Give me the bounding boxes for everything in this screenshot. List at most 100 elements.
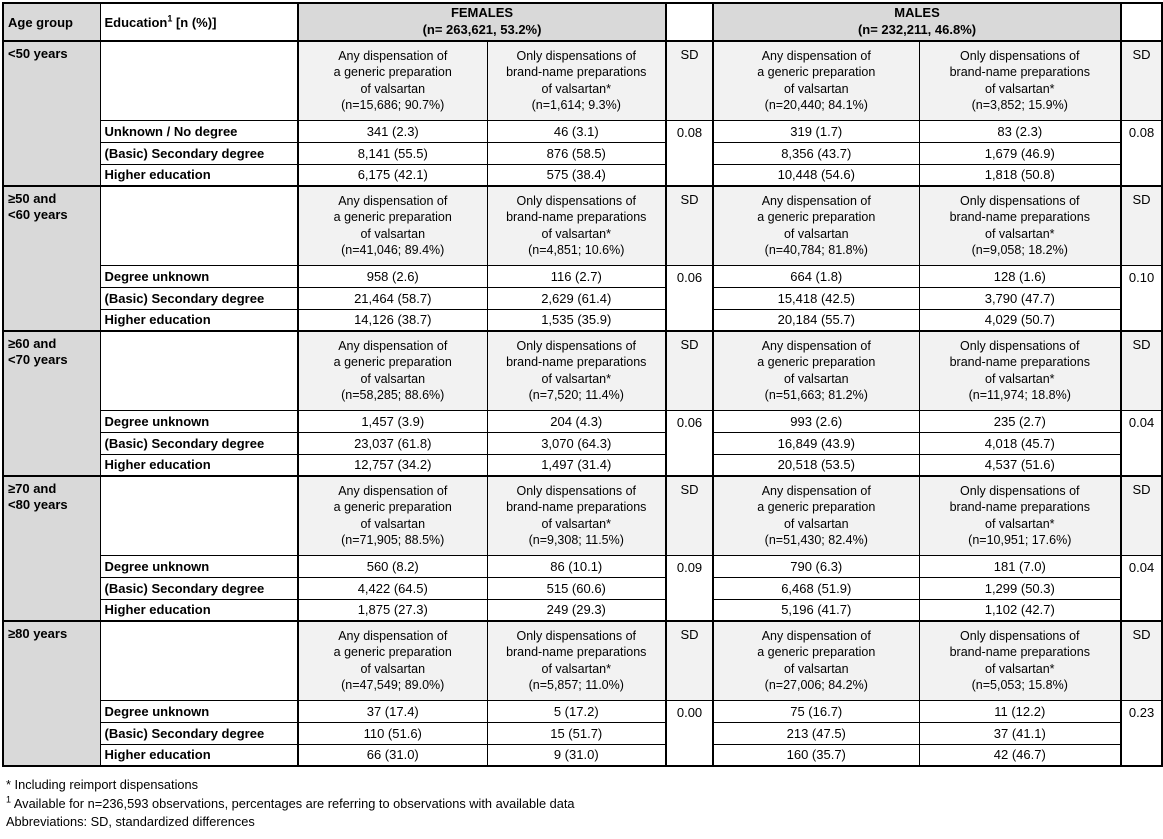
value-male-brand: 1,679 (46.9): [918, 141, 1122, 165]
table-row: Degree unknown 958 (2.6) 116 (2.7) 0.06 …: [3, 264, 1163, 332]
table-row: (Basic) Secondary degree 110 (51.6) 15 (…: [3, 721, 1162, 745]
subheader-male-generic: Any dispensation of a generic preparation…: [712, 475, 920, 556]
subheader-sd-male: SD: [1120, 620, 1163, 701]
value-male-generic: 6,468 (51.9): [712, 576, 920, 600]
header-sd-spacer-males: [1120, 2, 1163, 42]
subheader-female-brand: Only dispensations of brand-name preparat…: [486, 185, 667, 266]
value-female-generic: 341 (2.3): [297, 119, 488, 143]
value-female-brand: 5 (17.2): [486, 699, 667, 723]
header-age-group: Age group: [2, 2, 101, 42]
subheader-female-brand: Only dispensations of brand-name preparat…: [486, 330, 667, 411]
value-female-generic: 14,126 (38.7): [297, 308, 488, 332]
value-female-brand: 2,629 (61.4): [486, 286, 667, 310]
value-male-brand: 1,299 (50.3): [918, 576, 1122, 600]
value-female-generic: 4,422 (64.5): [297, 576, 488, 600]
value-male-brand: 1,102 (42.7): [918, 598, 1122, 622]
subheader-male-brand: Only dispensations of brand-name preparat…: [918, 185, 1122, 266]
subheader-sd-male: SD: [1120, 330, 1163, 411]
value-male-generic: 664 (1.8): [712, 264, 920, 288]
value-male-generic: 993 (2.6): [712, 409, 920, 433]
subheader-row: ≥70 and <80 years Any dispensation of a ge…: [2, 475, 1163, 622]
value-female-generic: 23,037 (61.8): [297, 431, 488, 455]
sd-value-female: 0.06: [665, 409, 714, 477]
table-row: Higher education 6,175 (42.1) 575 (38.4)…: [3, 163, 1162, 187]
value-female-generic: 66 (31.0): [297, 743, 488, 767]
age-group-cell: ≥60 and <70 years: [2, 330, 101, 477]
sd-value-male: 0.08: [1120, 119, 1163, 187]
subheader-male-generic: Any dispensation of a generic preparation…: [712, 620, 920, 701]
subheader-sd-female: SD: [665, 330, 714, 411]
footnote-availability: 1 Available for n=236,593 observations, …: [6, 794, 575, 811]
table-row: (Basic) Secondary degree 21,464 (58.7) 2…: [3, 286, 1162, 310]
subheader-female-generic: Any dispensation of a generic preparation…: [297, 620, 488, 701]
value-male-brand: 181 (7.0): [918, 554, 1122, 578]
value-female-generic: 958 (2.6): [297, 264, 488, 288]
subheader-female-generic: Any dispensation of a generic preparation…: [297, 40, 488, 121]
subheader-male-brand: Only dispensations of brand-name preparat…: [918, 475, 1122, 556]
education-cell: [99, 330, 299, 411]
education-cell: Higher education: [99, 163, 299, 187]
value-female-generic: 560 (8.2): [297, 554, 488, 578]
subheader-sd-female: SD: [665, 185, 714, 266]
table-row: (Basic) Secondary degree 4,422 (64.5) 51…: [3, 576, 1162, 600]
education-cell: Degree unknown: [99, 264, 299, 288]
header-males: MALES (n= 232,211, 46.8%): [712, 2, 1122, 42]
value-male-generic: 160 (35.7): [712, 743, 920, 767]
subheader-male-brand: Only dispensations of brand-name preparat…: [918, 620, 1122, 701]
education-cell: Higher education: [99, 743, 299, 767]
value-female-generic: 1,457 (3.9): [297, 409, 488, 433]
subheader-sd-male: SD: [1120, 475, 1163, 556]
value-female-generic: 8,141 (55.5): [297, 141, 488, 165]
value-male-brand: 83 (2.3): [918, 119, 1122, 143]
value-male-brand: 235 (2.7): [918, 409, 1122, 433]
value-male-generic: 5,196 (41.7): [712, 598, 920, 622]
value-male-generic: 319 (1.7): [712, 119, 920, 143]
sd-value-female: 0.00: [665, 699, 714, 767]
education-cell: Higher education: [99, 308, 299, 332]
footnote-marker-1: 1: [6, 794, 12, 805]
table-row: Unknown / No degree 341 (2.3) 46 (3.1) 0…: [3, 119, 1163, 187]
value-male-generic: 20,184 (55.7): [712, 308, 920, 332]
value-female-generic: 37 (17.4): [297, 699, 488, 723]
subheader-sd-male: SD: [1120, 40, 1163, 121]
subheader-sd-female: SD: [665, 620, 714, 701]
subheader-female-generic: Any dispensation of a generic preparation…: [297, 475, 488, 556]
table-row: Degree unknown 37 (17.4) 5 (17.2) 0.00 7…: [3, 699, 1163, 767]
sd-value-male: 0.04: [1120, 409, 1163, 477]
value-female-brand: 249 (29.3): [486, 598, 667, 622]
subheader-female-brand: Only dispensations of brand-name preparat…: [486, 475, 667, 556]
age-group-cell: ≥50 and <60 years: [2, 185, 101, 332]
subheader-male-generic: Any dispensation of a generic preparation…: [712, 185, 920, 266]
subheader-male-brand: Only dispensations of brand-name preparat…: [918, 40, 1122, 121]
education-cell: (Basic) Secondary degree: [99, 286, 299, 310]
value-female-brand: 876 (58.5): [486, 141, 667, 165]
header-education-suffix: [n (%)]: [172, 14, 217, 30]
value-male-generic: 790 (6.3): [712, 554, 920, 578]
header-females: FEMALES (n= 263,621, 53.2%): [296, 2, 667, 42]
value-male-generic: 75 (16.7): [712, 699, 920, 723]
subheader-female-generic: Any dispensation of a generic preparation…: [297, 185, 488, 266]
sd-value-female: 0.08: [665, 119, 714, 187]
value-male-brand: 128 (1.6): [918, 264, 1122, 288]
education-cell: Degree unknown: [99, 409, 299, 433]
education-cell: (Basic) Secondary degree: [99, 141, 299, 165]
subheader-sd-female: SD: [665, 40, 714, 121]
table-row: Higher education 66 (31.0) 9 (31.0) 160 …: [3, 743, 1162, 767]
value-male-generic: 213 (47.5): [712, 721, 920, 745]
subheader-male-generic: Any dispensation of a generic preparation…: [712, 40, 920, 121]
header-education-base: Education: [104, 14, 168, 30]
value-male-generic: 15,418 (42.5): [712, 286, 920, 310]
value-male-generic: 8,356 (43.7): [712, 141, 920, 165]
table-row: Degree unknown 560 (8.2) 86 (10.1) 0.09 …: [3, 554, 1163, 622]
value-female-brand: 515 (60.6): [486, 576, 667, 600]
education-cell: Higher education: [99, 598, 299, 622]
value-female-brand: 1,497 (31.4): [486, 453, 667, 477]
value-male-brand: 4,537 (51.6): [918, 453, 1122, 477]
sd-value-male: 0.10: [1120, 264, 1163, 332]
value-male-brand: 4,018 (45.7): [918, 431, 1122, 455]
value-female-generic: 6,175 (42.1): [297, 163, 488, 187]
value-male-brand: 42 (46.7): [918, 743, 1122, 767]
value-female-brand: 86 (10.1): [486, 554, 667, 578]
education-cell: [99, 475, 299, 556]
